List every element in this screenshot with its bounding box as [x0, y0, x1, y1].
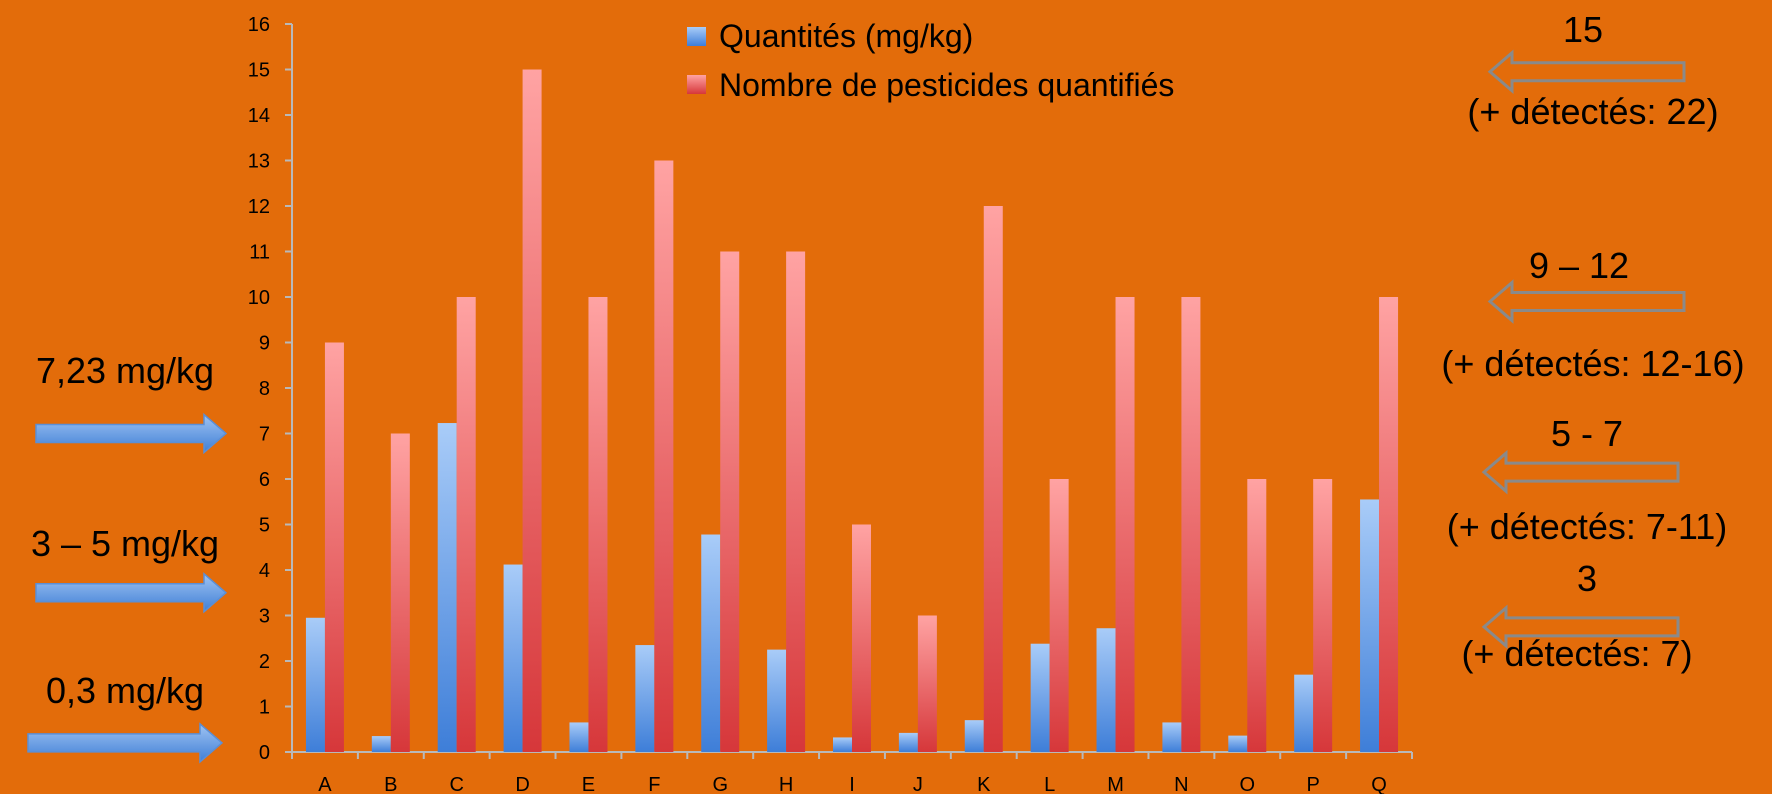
x-tick-label: K: [977, 774, 991, 794]
y-tick-label: 9: [259, 333, 270, 355]
bar-nombre-P: [1313, 479, 1333, 752]
left-arrow-icon: [1481, 449, 1680, 495]
legend-label-quantites: Quantités (mg/kg): [719, 18, 973, 54]
bar-quantites-D: [503, 564, 523, 752]
left-annotation-label: 3 – 5 mg/kg: [31, 523, 219, 564]
bar-nombre-M: [1115, 297, 1135, 752]
left-annotations: 7,23 mg/kg 3 – 5 mg/kg 0,3 mg/kg: [27, 350, 228, 764]
left-arrow-icon: [1487, 49, 1686, 95]
legend-swatch-quantites: [687, 27, 706, 46]
bar-nombre-L: [1049, 479, 1069, 752]
bar-quantites-J: [898, 732, 918, 752]
y-tick-label: 7: [259, 424, 270, 446]
right-annotation-count: 5 - 7: [1551, 413, 1623, 454]
bar-nombre-H: [786, 251, 806, 752]
bar-nombre-E: [588, 297, 608, 752]
bar-quantites-I: [833, 737, 852, 752]
left-arrow-icon: [1487, 279, 1686, 324]
y-tick-label: 2: [259, 651, 270, 673]
bar-quantites-H: [767, 649, 787, 752]
y-tick-label: 15: [248, 60, 270, 82]
x-tick-label: F: [648, 774, 660, 794]
bar-nombre-N: [1181, 297, 1201, 752]
y-tick-label: 14: [248, 105, 270, 127]
bar-quantites-F: [635, 645, 655, 752]
bar-quantites-G: [701, 534, 721, 752]
bar-quantites-E: [569, 722, 589, 752]
x-tick-label: E: [582, 774, 595, 794]
y-tick-label: 12: [248, 196, 270, 218]
y-tick-label: 4: [259, 560, 270, 582]
bar-nombre-B: [390, 433, 410, 752]
right-annotation-detected: (+ détectés: 12-16): [1441, 343, 1744, 384]
right-arrow-icon: [35, 412, 228, 455]
bar-quantites-O: [1228, 735, 1248, 752]
legend-label-nombre: Nombre de pesticides quantifiés: [719, 67, 1174, 103]
right-annotation-count: 3: [1577, 558, 1597, 599]
bar-quantites-Q: [1360, 499, 1380, 752]
x-tick-label: O: [1240, 774, 1256, 794]
right-annotations: 15 (+ détectés: 22) 9 – 12 (+ détectés: 12-…: [1441, 9, 1744, 674]
bar-nombre-G: [720, 251, 740, 752]
y-tick-label: 13: [248, 151, 270, 173]
right-annotation-detected: (+ détectés: 7): [1461, 633, 1692, 674]
x-tick-label: Q: [1371, 774, 1387, 794]
bar-quantites-P: [1294, 674, 1314, 752]
bar-nombre-C: [456, 297, 476, 752]
bar-nombre-D: [522, 69, 542, 752]
right-annotation-detected: (+ détectés: 7-11): [1447, 506, 1727, 547]
y-tick-label: 11: [249, 242, 270, 264]
bar-nombre-O: [1247, 479, 1267, 752]
y-tick-label: 5: [259, 515, 270, 537]
x-tick-label: H: [779, 774, 793, 794]
y-tick-label: 3: [259, 606, 270, 628]
y-tick-label: 10: [248, 287, 270, 309]
x-axis-ticks: A B C D E F G H I J K L M N O P Q: [291, 752, 1413, 794]
x-tick-label: N: [1174, 774, 1188, 794]
bars: [305, 69, 1399, 752]
bar-quantites-K: [964, 720, 984, 752]
bar-nombre-Q: [1379, 297, 1399, 752]
x-tick-label: D: [515, 774, 529, 794]
bar-nombre-A: [324, 342, 344, 752]
y-tick-label: 8: [259, 378, 270, 400]
bar-quantites-B: [371, 736, 391, 752]
x-tick-label: P: [1307, 774, 1320, 794]
right-annotation-detected: (+ détectés: 22): [1467, 91, 1718, 132]
left-arrow-icon: [1481, 604, 1680, 650]
bar-quantites-A: [305, 617, 325, 752]
right-annotation-count: 9 – 12: [1529, 245, 1629, 286]
x-tick-label: I: [849, 774, 855, 794]
bar-quantites-L: [1030, 643, 1050, 752]
x-tick-label: A: [318, 774, 332, 794]
x-tick-label: J: [913, 774, 923, 794]
y-tick-label: 6: [259, 469, 270, 491]
x-tick-label: L: [1044, 774, 1055, 794]
bar-quantites-N: [1162, 722, 1182, 752]
x-tick-label: B: [384, 774, 397, 794]
y-tick-label: 0: [259, 742, 270, 764]
left-annotation-label: 7,23 mg/kg: [36, 350, 214, 391]
right-annotation-count: 15: [1563, 9, 1603, 50]
legend: Quantités (mg/kg) Nombre de pesticides q…: [687, 18, 1174, 103]
bar-quantites-C: [437, 423, 457, 752]
bar-nombre-K: [983, 206, 1003, 752]
legend-swatch-nombre: [687, 75, 706, 94]
bar-quantites-M: [1096, 628, 1116, 752]
y-tick-label: 16: [248, 14, 270, 36]
left-annotation-label: 0,3 mg/kg: [46, 670, 204, 711]
right-arrow-icon: [27, 722, 224, 764]
right-arrow-icon: [35, 572, 228, 614]
bar-nombre-I: [852, 524, 871, 752]
x-tick-label: C: [449, 774, 463, 794]
bar-nombre-F: [654, 160, 674, 752]
bar-nombre-J: [917, 615, 937, 752]
y-tick-label: 1: [259, 697, 270, 719]
x-tick-label: G: [712, 774, 728, 794]
x-tick-label: M: [1107, 774, 1124, 794]
